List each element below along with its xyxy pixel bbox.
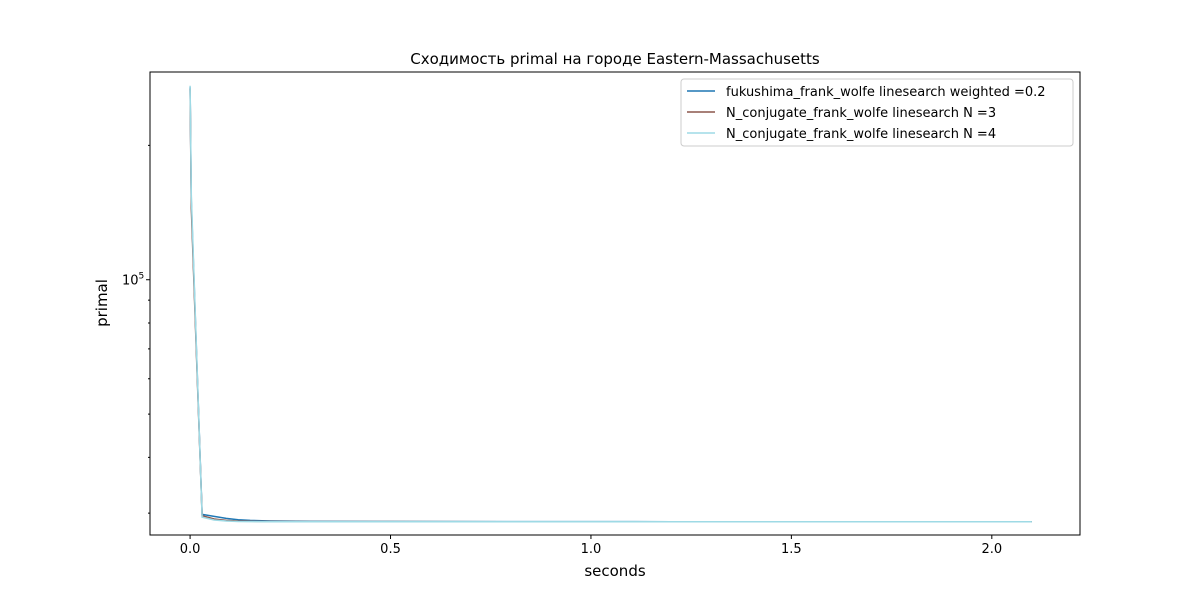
legend-label-3: N_conjugate_frank_wolfe linesearch N =4 [726, 127, 996, 142]
series-line-2 [189, 88, 1032, 523]
series-line-1 [189, 87, 1032, 523]
y-tick-label: 105 [122, 272, 144, 289]
x-tick-label: 1.0 [581, 542, 602, 557]
x-tick-label: 0.5 [380, 542, 401, 557]
chart-title: Сходимость primal на городе Eastern-Mass… [410, 50, 820, 68]
y-axis-label: primal [93, 279, 111, 327]
plot-frame [149, 71, 1081, 536]
x-axis-label: seconds [584, 562, 645, 580]
legend: fukushima_frank_wolfe linesearch weighte… [680, 78, 1074, 147]
series-line-3 [189, 85, 1032, 523]
x-axis: 0.0 0.5 1.0 1.5 2.0 [180, 535, 1002, 557]
y-axis: 105 [122, 144, 150, 514]
legend-box [680, 78, 1074, 147]
legend-label-1: fukushima_frank_wolfe linesearch weighte… [726, 85, 1046, 100]
legend-label-2: N_conjugate_frank_wolfe linesearch N =3 [726, 106, 996, 121]
x-tick-label: 0.0 [180, 542, 201, 557]
x-tick-label: 2.0 [981, 542, 1002, 557]
plot-lines [189, 85, 1032, 523]
x-tick-label: 1.5 [781, 542, 802, 557]
